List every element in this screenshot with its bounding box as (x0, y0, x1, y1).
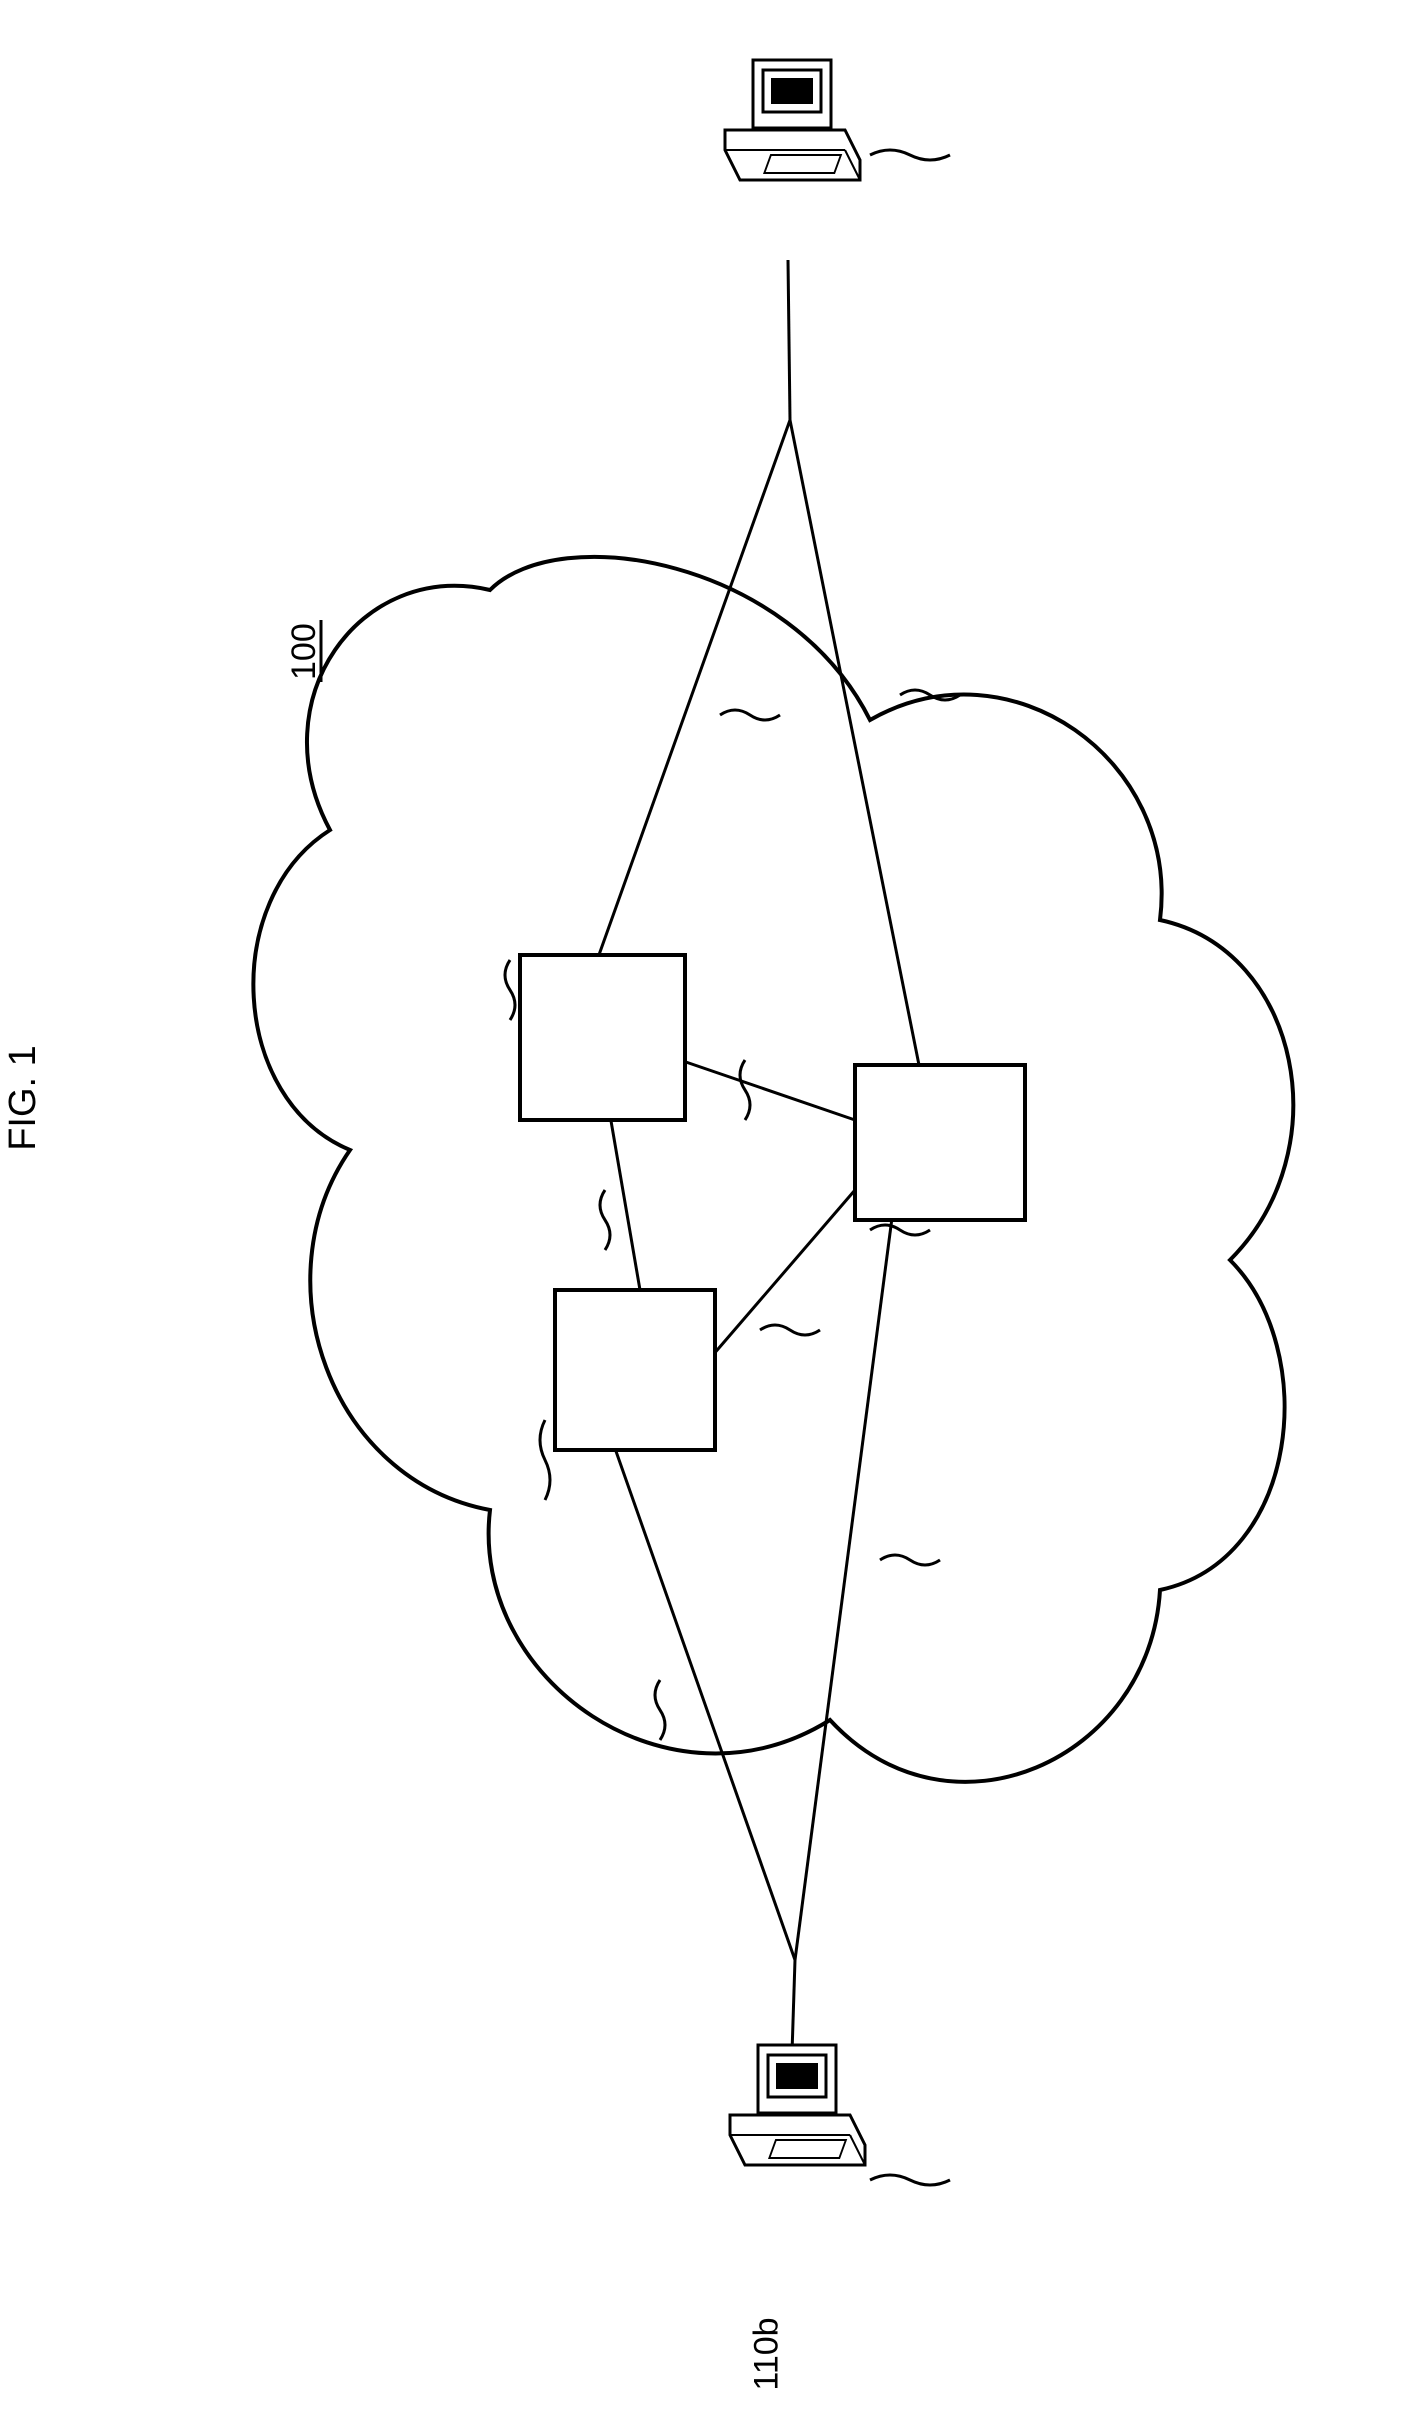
node-106c (520, 955, 685, 1120)
stub-right (788, 260, 790, 420)
tilde-106c (505, 960, 515, 1020)
figure-ref-100: 100 (285, 620, 323, 682)
edge-112a (680, 1060, 855, 1120)
tilde-106b (540, 1420, 550, 1500)
tilde-102 (870, 2175, 950, 2185)
figure-title: FIG. 1 (2, 1045, 44, 1151)
svg-text:100: 100 (285, 623, 323, 680)
tilde-108a (655, 1680, 665, 1740)
tilde-112c (600, 1190, 610, 1250)
label-110b: 110b (748, 2317, 786, 2390)
edge-112c (610, 1115, 640, 1290)
computer-102 (730, 2045, 865, 2165)
edge-110a (790, 420, 920, 1070)
node-106a (855, 1065, 1025, 1220)
edge-112b (700, 1190, 855, 1370)
edge-110b (590, 420, 790, 980)
node-106b (555, 1290, 715, 1450)
tilde-106a (870, 1225, 930, 1235)
computer-104 (725, 60, 860, 180)
tilde-110b (720, 710, 780, 720)
tilde-112a (740, 1060, 750, 1120)
edge-108b (795, 1195, 895, 1960)
network-cloud (253, 557, 1293, 1782)
tilde-104 (870, 150, 950, 160)
tilde-112b (760, 1325, 820, 1335)
edge-108a (605, 1420, 795, 1960)
tilde-108b (880, 1555, 940, 1565)
